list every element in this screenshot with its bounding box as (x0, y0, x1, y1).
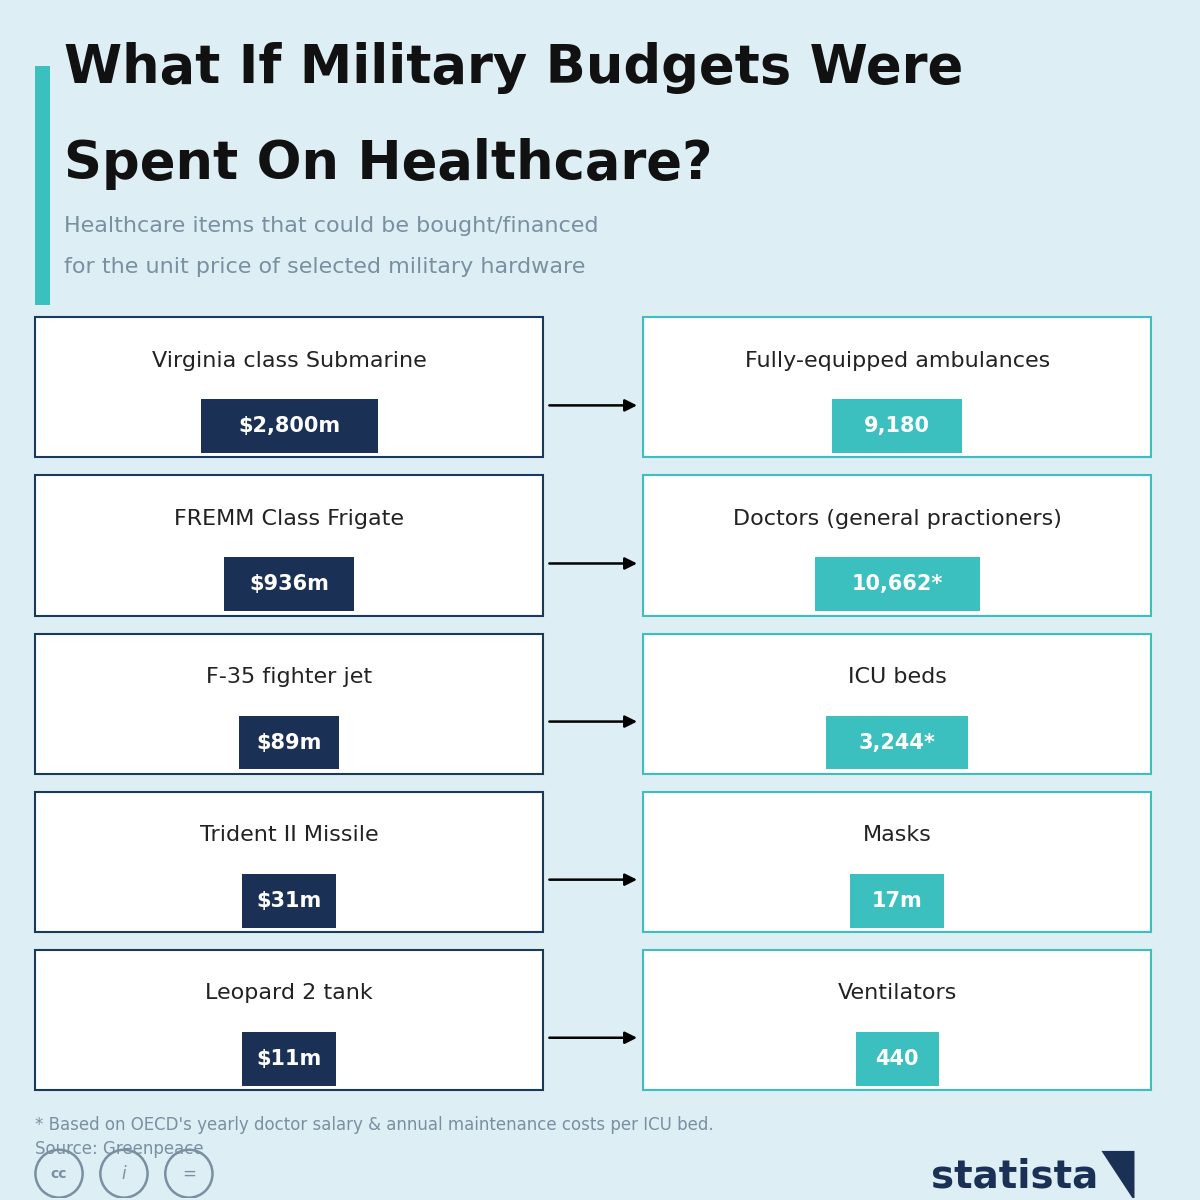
Text: Source: Greenpeace: Source: Greenpeace (36, 1140, 204, 1158)
FancyBboxPatch shape (36, 317, 544, 457)
Text: Masks: Masks (863, 826, 931, 845)
FancyBboxPatch shape (815, 558, 980, 611)
Text: $2,800m: $2,800m (238, 416, 341, 437)
Text: $11m: $11m (257, 1049, 322, 1069)
Text: 9,180: 9,180 (864, 416, 930, 437)
Polygon shape (1102, 1151, 1134, 1200)
Text: for the unit price of selected military hardware: for the unit price of selected military … (64, 258, 586, 277)
FancyBboxPatch shape (242, 1032, 336, 1086)
FancyBboxPatch shape (643, 792, 1151, 931)
Text: F-35 fighter jet: F-35 fighter jet (206, 667, 372, 688)
FancyBboxPatch shape (827, 715, 968, 769)
FancyBboxPatch shape (242, 874, 336, 928)
FancyBboxPatch shape (36, 66, 49, 305)
FancyBboxPatch shape (643, 475, 1151, 616)
FancyBboxPatch shape (833, 400, 962, 454)
Text: 3,244*: 3,244* (859, 732, 936, 752)
Text: cc: cc (50, 1166, 67, 1181)
Text: i: i (121, 1165, 126, 1183)
Text: Spent On Healthcare?: Spent On Healthcare? (64, 138, 713, 190)
Text: Trident II Missile: Trident II Missile (200, 826, 378, 845)
Text: ICU beds: ICU beds (847, 667, 947, 688)
FancyBboxPatch shape (36, 634, 544, 774)
Text: Virginia class Submarine: Virginia class Submarine (152, 352, 427, 371)
FancyBboxPatch shape (643, 634, 1151, 774)
FancyBboxPatch shape (36, 475, 544, 616)
Text: 440: 440 (876, 1049, 919, 1069)
Text: statista: statista (931, 1157, 1098, 1195)
Text: Ventilators: Ventilators (838, 984, 956, 1003)
Text: Doctors (general practioners): Doctors (general practioners) (733, 509, 1062, 529)
FancyBboxPatch shape (36, 949, 544, 1090)
Text: Leopard 2 tank: Leopard 2 tank (205, 984, 373, 1003)
FancyBboxPatch shape (643, 317, 1151, 457)
Text: * Based on OECD's yearly doctor salary & annual maintenance costs per ICU bed.: * Based on OECD's yearly doctor salary &… (36, 1116, 714, 1134)
Text: Fully-equipped ambulances: Fully-equipped ambulances (744, 352, 1050, 371)
FancyBboxPatch shape (643, 949, 1151, 1090)
Text: $89m: $89m (257, 732, 322, 752)
FancyBboxPatch shape (224, 558, 354, 611)
FancyBboxPatch shape (239, 715, 340, 769)
FancyBboxPatch shape (36, 792, 544, 931)
Text: What If Military Budgets Were: What If Military Budgets Were (64, 42, 962, 94)
Text: Healthcare items that could be bought/financed: Healthcare items that could be bought/fi… (64, 216, 599, 235)
Text: 17m: 17m (872, 890, 923, 911)
Text: 10,662*: 10,662* (852, 575, 943, 594)
Text: =: = (182, 1165, 196, 1183)
FancyBboxPatch shape (856, 1032, 938, 1086)
FancyBboxPatch shape (850, 874, 944, 928)
Text: $936m: $936m (250, 575, 329, 594)
FancyBboxPatch shape (200, 400, 378, 454)
Text: $31m: $31m (257, 890, 322, 911)
Text: FREMM Class Frigate: FREMM Class Frigate (174, 509, 404, 529)
